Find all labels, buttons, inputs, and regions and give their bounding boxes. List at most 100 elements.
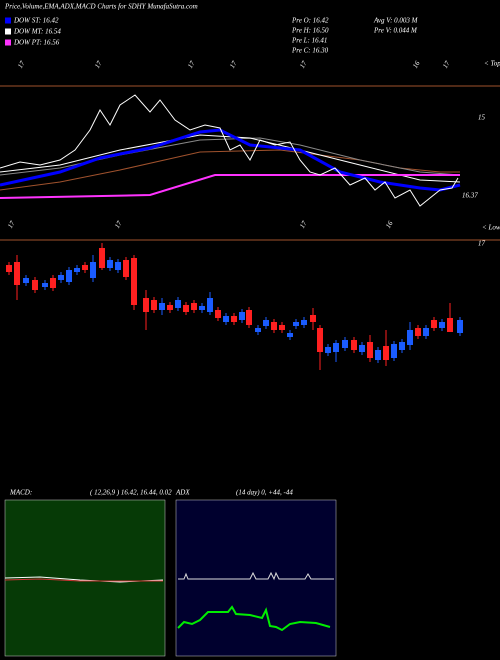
candle-body xyxy=(131,258,137,305)
candle-body xyxy=(32,280,38,290)
candle-body xyxy=(391,344,397,358)
candle-body xyxy=(457,320,463,333)
candle-body xyxy=(82,265,88,270)
date-tick: 17 xyxy=(113,219,124,229)
candle-body xyxy=(447,318,453,332)
candle-body xyxy=(431,320,437,328)
adx-label: ADX xyxy=(175,489,190,497)
prev-high: Pre H: 16.50 xyxy=(291,27,329,35)
candle-body xyxy=(50,278,56,288)
candle-body xyxy=(317,328,323,352)
date-tick: 16 xyxy=(384,219,395,229)
candle-body xyxy=(58,275,64,280)
candle-body xyxy=(293,322,299,326)
candle-body xyxy=(342,340,348,348)
candle-body xyxy=(175,300,181,308)
date-tick: 17 xyxy=(298,219,309,229)
prev-volume: Pre V: 0.044 M xyxy=(373,27,418,35)
candle-body xyxy=(301,320,307,325)
lower-ticks: 17 17 17 16 xyxy=(6,219,395,229)
date-tick: 17 xyxy=(16,59,27,69)
candle-body xyxy=(167,305,173,310)
macd-signal xyxy=(4,578,163,582)
ema-long xyxy=(0,149,460,191)
candle-body xyxy=(375,350,381,360)
last-price-label: 16.37 xyxy=(462,192,478,200)
date-tick: 16 xyxy=(411,59,422,69)
candle-body xyxy=(271,322,277,330)
candle-body xyxy=(143,298,149,312)
adx-di-line xyxy=(177,605,331,632)
candle-body xyxy=(199,306,205,310)
legend: DOW ST: 16.42 DOW MT: 16.54 DOW PT: 16.56 xyxy=(5,17,61,47)
candle-body xyxy=(42,283,48,287)
candle-body xyxy=(90,262,96,278)
price-line xyxy=(0,94,459,207)
candle-body xyxy=(107,260,113,268)
candle-body xyxy=(239,312,245,320)
tops-label: < Tops xyxy=(484,60,500,68)
candle-body xyxy=(191,303,197,310)
candles xyxy=(6,243,463,370)
candle-body xyxy=(351,340,357,350)
candle-body xyxy=(99,248,105,268)
legend-label: DOW PT: 16.56 xyxy=(13,39,60,47)
legend-label: DOW ST: 16.42 xyxy=(13,17,59,25)
candle-body xyxy=(215,310,221,318)
prev-open: Pre O: 16.42 xyxy=(291,17,329,25)
candle-body xyxy=(123,260,129,277)
candle-body xyxy=(151,300,157,310)
candle-body xyxy=(231,316,237,322)
candle-body xyxy=(183,305,189,312)
candle-body xyxy=(333,343,339,352)
candle-body xyxy=(14,262,20,285)
candle-body xyxy=(159,303,165,310)
candle-body xyxy=(74,268,80,272)
date-tick: 17 xyxy=(228,59,239,69)
candle-body xyxy=(439,322,445,328)
macd-label: MACD: xyxy=(9,489,32,497)
legend-label: DOW MT: 16.54 xyxy=(13,28,61,36)
candle-body xyxy=(223,316,229,322)
dow-st-line xyxy=(0,128,461,192)
candle-body xyxy=(367,342,373,358)
upper-label: 15 xyxy=(478,114,486,122)
candle-body xyxy=(207,298,213,312)
candle-body xyxy=(399,342,405,350)
candle-body xyxy=(279,325,285,330)
legend-swatch xyxy=(5,39,11,46)
candle-body xyxy=(6,265,12,272)
candle-body xyxy=(66,270,72,282)
prev-close: Pre C: 16.30 xyxy=(291,47,329,55)
macd-panel xyxy=(4,499,166,657)
prev-low: Pre L: 16.41 xyxy=(291,37,327,45)
candle-body xyxy=(23,278,29,283)
date-tick: 17 xyxy=(6,219,17,229)
date-tick: 17 xyxy=(186,59,197,69)
candle-body xyxy=(255,328,261,332)
title: Price,Volume,EMA,ADX,MACD Charts for SDH… xyxy=(4,3,198,11)
upper-ticks: 17 17 17 17 17 16 17 xyxy=(16,59,452,69)
lower-label: 17 xyxy=(478,240,486,248)
candle-body xyxy=(310,315,316,322)
candle-body xyxy=(415,328,421,336)
candle-body xyxy=(263,320,269,326)
macd-params: ( 12,26,9 ) 16.42, 16.44, 0.02 xyxy=(90,489,172,497)
date-tick: 17 xyxy=(93,59,104,69)
candle-body xyxy=(359,345,365,352)
candle-body xyxy=(325,347,331,353)
candle-body xyxy=(423,328,429,336)
candle-body xyxy=(383,346,389,360)
legend-swatch xyxy=(5,17,11,24)
date-tick: 17 xyxy=(441,59,452,69)
lows-label: < Lows xyxy=(482,224,500,232)
candle-body xyxy=(115,262,121,270)
adx-params: (14 day) 0, +44, -44 xyxy=(236,489,293,497)
adx-line xyxy=(178,571,334,581)
legend-swatch xyxy=(5,28,11,35)
candle-body xyxy=(246,310,252,325)
avg-volume: Avg V: 0.003 M xyxy=(373,17,419,25)
candle-body xyxy=(407,330,413,345)
